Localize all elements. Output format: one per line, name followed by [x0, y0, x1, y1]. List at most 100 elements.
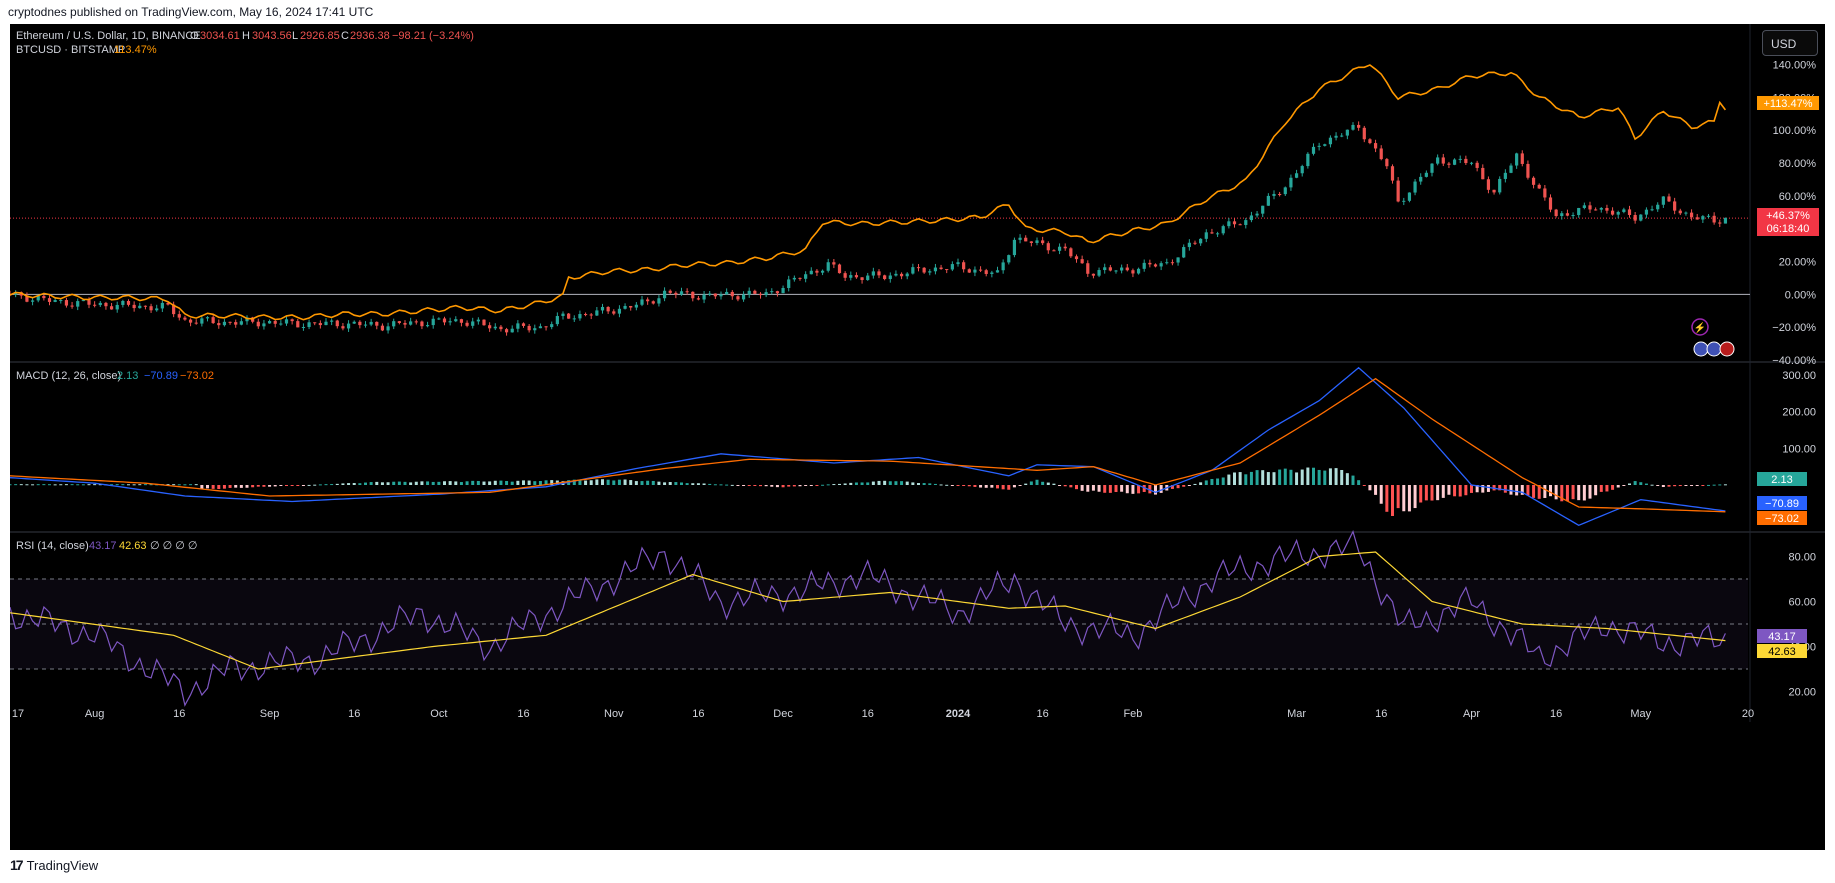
candle-body	[1069, 248, 1073, 257]
macd-histogram-bar	[273, 485, 277, 487]
y-tick-label: 100.00%	[1773, 125, 1817, 137]
macd-histogram-bar	[211, 485, 215, 489]
candle-body	[1492, 189, 1496, 193]
x-tick-label: Apr	[1463, 708, 1480, 720]
btc-compare-line[interactable]	[9, 64, 1727, 321]
rsi-badge-bg	[1757, 629, 1807, 643]
candle-body	[1300, 166, 1304, 174]
macd-histogram-bar	[465, 481, 469, 485]
macd-histogram-bar	[792, 485, 796, 487]
macd-histogram-bar	[505, 481, 509, 485]
macd-histogram-bar	[8, 484, 12, 486]
rsi-ma-line[interactable]	[9, 551, 1726, 670]
candle-body	[1644, 209, 1649, 215]
macd-histogram-bar	[1255, 470, 1259, 485]
macd-histogram-bar	[1052, 483, 1056, 485]
candle-body	[674, 292, 678, 295]
candle-body	[1475, 162, 1479, 168]
macd-histogram-bar	[510, 481, 514, 485]
chart-canvas[interactable]: 140.00%120.00%100.00%80.00%60.00%40.00%2…	[8, 24, 1825, 850]
rsi-line[interactable]	[9, 529, 1726, 707]
candle-body	[990, 272, 994, 274]
tradingview-brand[interactable]: TradingView	[26, 857, 99, 873]
macd-histogram-bar	[589, 480, 593, 485]
macd-histogram-bar	[1193, 483, 1197, 485]
candle-body	[747, 290, 751, 295]
candle-body	[234, 322, 238, 325]
y-tick-label: 20.00%	[1779, 256, 1817, 268]
us-flag-event-icon[interactable]	[1706, 341, 1722, 357]
candle-body	[1357, 124, 1361, 128]
currency-selector-button[interactable]: USD	[1762, 30, 1818, 56]
candle-body	[939, 267, 943, 270]
candle-body	[341, 326, 345, 329]
macd-histogram-bar	[1018, 485, 1022, 486]
rsi-title[interactable]: RSI (14, close)	[16, 540, 89, 552]
candle-body	[1362, 127, 1366, 140]
candle-body	[984, 270, 988, 274]
candle-body	[1238, 224, 1242, 226]
candle-body	[273, 321, 277, 324]
us-flag-event-icon[interactable]	[1719, 341, 1735, 357]
candle-body	[1509, 165, 1513, 173]
macd-histogram-bar	[1046, 482, 1050, 485]
main-series-name[interactable]: Ethereum / U.S. Dollar, 1D, BINANCE	[16, 30, 201, 42]
candle-body	[516, 323, 520, 329]
candle-body	[87, 300, 91, 305]
close-label: C	[341, 30, 349, 42]
macd-histogram-bar	[81, 484, 85, 486]
macd-histogram-bar	[341, 483, 345, 485]
candle-body	[397, 321, 401, 323]
macd-hist-badge: 2.13	[1771, 474, 1792, 486]
macd-histogram-bar	[1317, 469, 1321, 485]
candle-body	[1407, 192, 1412, 201]
candle-body	[1498, 178, 1502, 193]
candle-body	[1029, 241, 1033, 243]
x-tick-label: Nov	[604, 708, 624, 720]
candle-body	[47, 298, 52, 302]
us-flag-event-icon[interactable]	[1693, 341, 1709, 357]
candle-body	[1368, 139, 1372, 144]
macd-histogram-bar	[476, 480, 480, 485]
candle-body	[1182, 247, 1186, 258]
candle-body	[1605, 207, 1609, 211]
macd-signal-line[interactable]	[9, 377, 1726, 513]
candle-body	[1396, 180, 1400, 202]
macd-histogram-bar	[1249, 471, 1253, 485]
candle-body	[437, 318, 441, 320]
candle-body	[1052, 250, 1056, 252]
macd-histogram-bar	[1170, 485, 1174, 489]
candle-body	[1097, 270, 1101, 276]
lightning-icon[interactable]	[1691, 318, 1709, 336]
candle-body	[662, 290, 667, 299]
candle-body	[59, 300, 63, 302]
macd-histogram-bar	[1503, 485, 1507, 493]
candle-body	[76, 301, 80, 307]
macd-title[interactable]: MACD (12, 26, close)	[16, 370, 121, 382]
macd-histogram-bar	[459, 482, 463, 485]
macd-histogram-bar	[663, 482, 667, 485]
candle-body	[301, 326, 306, 328]
macd-histogram-bar	[98, 484, 102, 486]
candle-body	[1452, 159, 1457, 165]
macd-histogram-bar	[177, 484, 181, 486]
macd-histogram-bar	[301, 485, 305, 486]
candle-body	[217, 323, 221, 326]
macd-histogram-bar	[1097, 485, 1101, 492]
candle-body	[1283, 187, 1287, 195]
macd-histogram-bar	[1481, 485, 1485, 493]
candle-body	[1294, 173, 1299, 178]
candle-body	[634, 304, 638, 308]
macd-histogram-bar	[132, 484, 136, 486]
macd-histogram-bar	[606, 479, 610, 485]
macd-histogram-bar	[584, 480, 588, 485]
candle-body	[1701, 216, 1705, 220]
macd-histogram-bar	[42, 484, 46, 486]
candle-body	[121, 300, 125, 305]
macd-line[interactable]	[9, 366, 1726, 527]
candle-body	[324, 321, 328, 326]
x-tick-label: Feb	[1123, 708, 1142, 720]
macd-histogram-bar	[1616, 485, 1620, 488]
rsi-legend: 43.17	[89, 540, 117, 552]
compare-series-name[interactable]: BTCUSD · BITSTAMP	[16, 44, 125, 56]
